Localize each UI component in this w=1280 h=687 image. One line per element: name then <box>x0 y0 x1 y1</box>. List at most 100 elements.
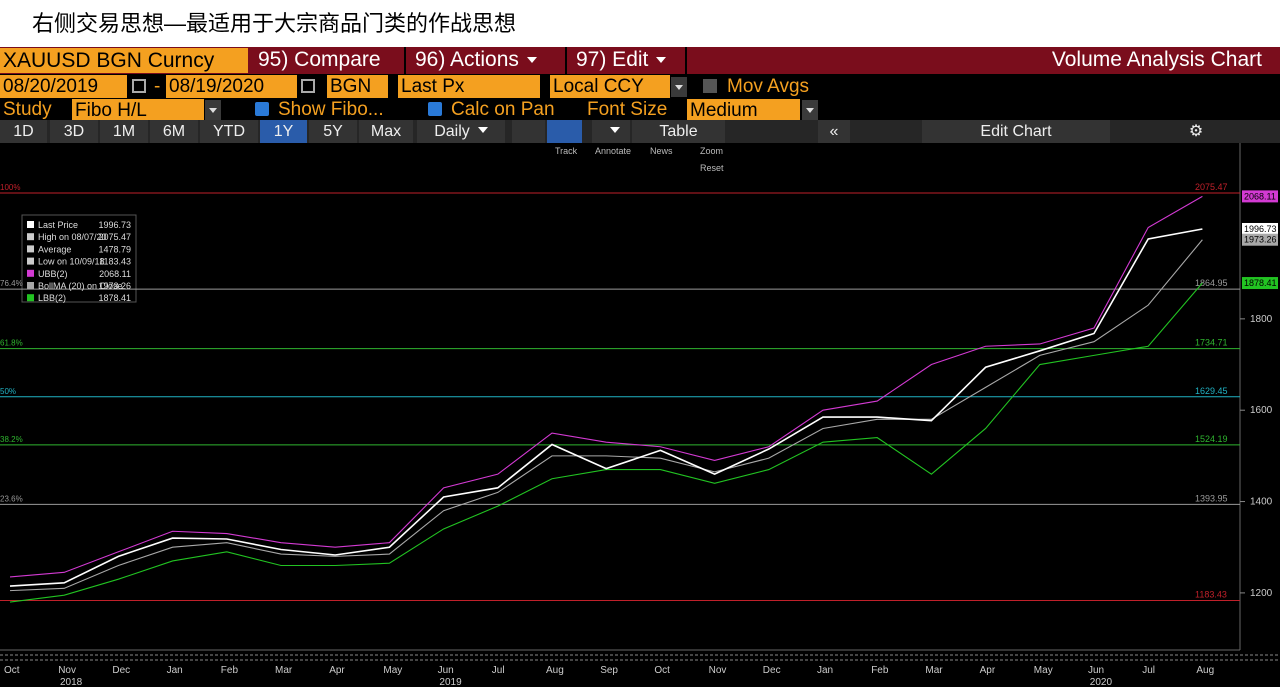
fibo-label: 50% <box>0 387 16 396</box>
legend-name: BollMA (20) on Close <box>38 281 123 291</box>
source[interactable]: BGN <box>327 75 388 98</box>
fibo-value: 1734.71 <box>1195 338 1228 348</box>
separator <box>404 47 406 74</box>
year-label: 2020 <box>1090 677 1113 687</box>
legend-value: 1973.26 <box>98 281 131 291</box>
fibo-label: 76.4% <box>0 279 23 288</box>
study-label: Study <box>3 99 52 120</box>
y-tick-label: 1800 <box>1250 314 1273 325</box>
series-line <box>9 195 1203 578</box>
legend-name: UBB(2) <box>38 269 68 279</box>
settings-icon[interactable]: ⚙ <box>1188 123 1204 140</box>
legend-value: 1478.79 <box>98 244 131 254</box>
last-tag-label: 2068.11 <box>1244 191 1276 201</box>
chart-tool[interactable]: Reset <box>700 163 724 173</box>
legend-swatch <box>27 221 34 228</box>
font-size[interactable]: Medium <box>687 99 800 122</box>
range-tab[interactable]: 1D <box>0 120 47 143</box>
legend-name: Low on 10/09/18 <box>38 257 105 267</box>
security[interactable]: XAUUSD BGN Curncy <box>0 48 248 73</box>
fibo-value: 1864.95 <box>1195 278 1228 288</box>
end-date[interactable]: 08/19/2020 <box>166 75 297 98</box>
dropdown[interactable] <box>205 100 221 120</box>
range-tab[interactable]: 6M <box>150 120 198 143</box>
x-tick-label: Mar <box>275 665 293 676</box>
checkbox[interactable] <box>428 102 442 116</box>
periodicity[interactable]: Daily <box>417 120 505 143</box>
calendar-icon[interactable] <box>301 79 315 93</box>
checkbox[interactable] <box>703 79 717 93</box>
fibo-label: 38.2% <box>0 435 23 444</box>
x-tick-label: Jan <box>167 665 183 676</box>
fibo-value: 2075.47 <box>1195 182 1228 192</box>
legend-swatch <box>27 245 34 253</box>
study[interactable]: Fibo H/L <box>72 99 204 122</box>
range-tab[interactable]: 3D <box>50 120 98 143</box>
fibo-label: 23.6% <box>0 494 23 503</box>
dropdown[interactable] <box>802 100 818 120</box>
x-tick-label: Mar <box>925 665 943 676</box>
menu[interactable]: 95) Compare <box>258 48 381 71</box>
start-date[interactable]: 08/20/2019 <box>0 75 127 98</box>
date-dash: - <box>154 76 161 97</box>
series-line <box>9 282 1203 603</box>
currency[interactable]: Local CCY <box>550 75 670 98</box>
table[interactable]: Table <box>632 120 725 143</box>
collapse[interactable]: « <box>818 120 850 143</box>
x-tick-label: Dec <box>763 665 781 676</box>
x-tick-label: Feb <box>871 665 889 676</box>
legend-name: Last Price <box>38 220 78 230</box>
edit-chart[interactable]: Edit Chart <box>922 120 1110 143</box>
legend-box <box>21 214 137 303</box>
separator <box>565 47 567 74</box>
x-tick-label: May <box>1034 665 1053 676</box>
legend-swatch <box>27 269 34 277</box>
x-tick-label: Nov <box>58 665 76 676</box>
line-icon[interactable] <box>512 120 545 143</box>
legend-name: LBB(2) <box>38 293 66 303</box>
legend-value: 2075.47 <box>98 232 131 242</box>
menu[interactable]: 97) Edit <box>576 48 666 72</box>
range-tab[interactable]: 1Y <box>260 120 307 143</box>
range-tab[interactable]: 1M <box>100 120 148 143</box>
calc-on-pan[interactable]: Calc on Pan <box>451 99 555 120</box>
x-tick-label: Dec <box>112 665 130 676</box>
x-tick-label: Jul <box>492 665 505 676</box>
range-tab[interactable]: Max <box>359 120 413 143</box>
show-fibo[interactable]: Show Fibo... <box>278 99 384 120</box>
last-tag <box>1242 222 1278 235</box>
checkbox[interactable] <box>255 102 269 116</box>
chart-tool[interactable]: Zoom <box>700 146 723 156</box>
chart: Track Annotate News Zoom Reset 1200 1400 1600 18… <box>0 143 1280 687</box>
x-tick-label: Aug <box>1196 665 1214 676</box>
chart-tool[interactable]: News <box>650 146 673 156</box>
legend-swatch <box>27 257 34 265</box>
last-tag-label: 1996.73 <box>1244 224 1277 234</box>
chart-tool[interactable]: Track <box>555 146 578 156</box>
last-tag <box>1242 190 1278 203</box>
year-label: 2019 <box>439 677 462 687</box>
bar-icon[interactable] <box>547 120 582 143</box>
series-line <box>9 228 1203 587</box>
fibo-value: 1524.19 <box>1195 434 1228 444</box>
range-tab[interactable]: 5Y <box>309 120 357 143</box>
dropdown[interactable] <box>592 120 630 143</box>
field[interactable]: Last Px <box>398 75 540 98</box>
mov-avgs[interactable]: Mov Avgs <box>727 76 810 97</box>
legend-value: 2068.11 <box>99 269 131 279</box>
x-tick-label: Aug <box>546 665 564 676</box>
calendar-icon[interactable] <box>132 79 146 93</box>
y-tick-label: 1400 <box>1250 497 1273 508</box>
range-tab[interactable]: YTD <box>200 120 258 143</box>
series-line <box>9 239 1203 592</box>
chart-tool[interactable]: Annotate <box>595 146 631 156</box>
separator <box>685 47 687 74</box>
legend-name: High on 08/07/20 <box>38 232 107 242</box>
menu[interactable]: 96) Actions <box>415 48 537 72</box>
legend-value: 1183.43 <box>99 257 131 267</box>
last-tag <box>1242 233 1278 246</box>
dropdown[interactable] <box>671 77 687 97</box>
fibo-value: 1183.43 <box>1195 589 1227 599</box>
chart-bg <box>0 143 1280 687</box>
page-title: 右侧交易思想—最适用于大宗商品门类的作战思想 <box>32 11 517 36</box>
